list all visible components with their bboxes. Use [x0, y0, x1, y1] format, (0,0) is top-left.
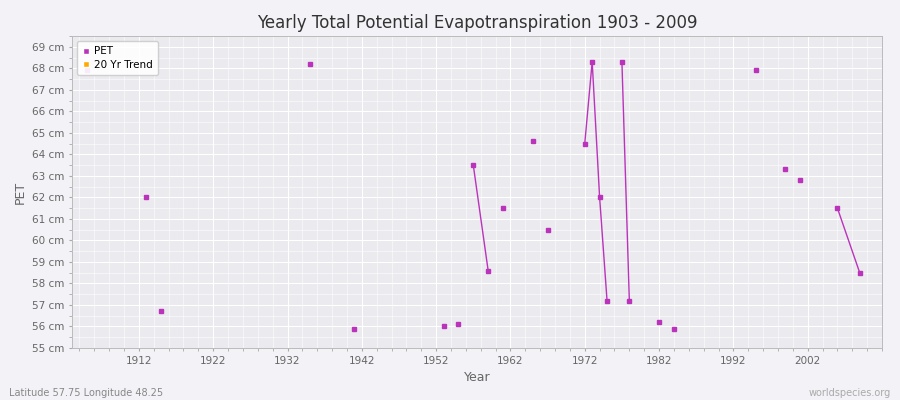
Legend: PET, 20 Yr Trend: PET, 20 Yr Trend — [77, 41, 158, 75]
Title: Yearly Total Potential Evapotranspiration 1903 - 2009: Yearly Total Potential Evapotranspiratio… — [256, 14, 698, 32]
Text: Latitude 57.75 Longitude 48.25: Latitude 57.75 Longitude 48.25 — [9, 388, 163, 398]
Text: worldspecies.org: worldspecies.org — [809, 388, 891, 398]
Y-axis label: PET: PET — [14, 180, 26, 204]
X-axis label: Year: Year — [464, 371, 490, 384]
